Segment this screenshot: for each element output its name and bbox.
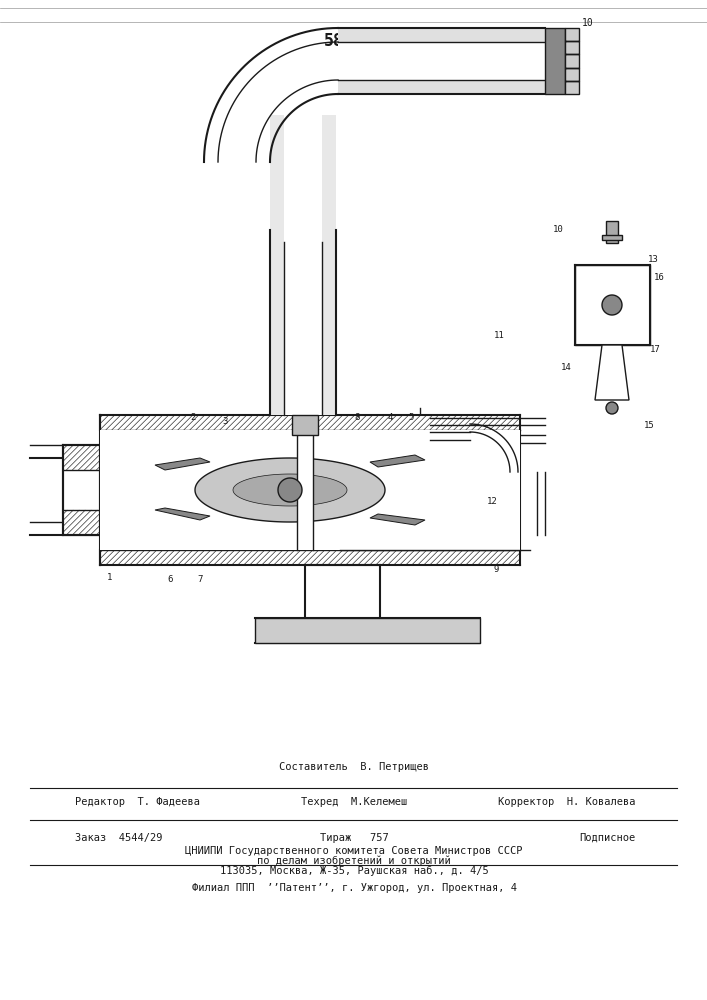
Polygon shape (595, 345, 629, 400)
Circle shape (602, 295, 622, 315)
Bar (606, 221, 618, 243)
Bar (100, 550, 520, 565)
Text: 10: 10 (582, 18, 594, 28)
Bar (255, 618, 480, 643)
Bar (322, 115, 336, 415)
Text: 11: 11 (494, 330, 505, 340)
Polygon shape (278, 478, 302, 502)
Bar (575, 265, 650, 345)
Bar (338, 42, 545, 80)
Text: Корректор  Н. Ковалева: Корректор Н. Ковалева (498, 797, 635, 807)
Polygon shape (233, 474, 347, 506)
Text: 2: 2 (190, 414, 195, 422)
Text: Филиал ППП  ’’Патент’’, г. Ужгород, ул. Проектная, 4: Филиал ППП ’’Патент’’, г. Ужгород, ул. П… (192, 883, 517, 893)
Polygon shape (195, 458, 385, 522)
Text: Техред  М.Келемеш: Техред М.Келемеш (301, 797, 407, 807)
Text: 4: 4 (388, 414, 393, 422)
Bar (338, 80, 545, 94)
Bar (270, 115, 284, 415)
Text: 16: 16 (654, 273, 665, 282)
Bar (100, 415, 520, 430)
Text: 13: 13 (648, 254, 659, 263)
Bar (297, 430, 313, 550)
Text: 12: 12 (487, 497, 498, 506)
Text: 15: 15 (644, 422, 655, 430)
Bar (602, 235, 622, 240)
Text: 10: 10 (553, 225, 563, 233)
Bar (545, 28, 565, 94)
Bar (63, 445, 100, 535)
Text: по делам изобретений и открытий: по делам изобретений и открытий (257, 856, 451, 866)
Text: Составитель  В. Петрищев: Составитель В. Петрищев (279, 762, 429, 772)
Text: 5: 5 (408, 414, 414, 422)
Bar (338, 28, 545, 42)
Text: 14: 14 (561, 363, 572, 372)
Polygon shape (565, 28, 579, 94)
Bar (284, 115, 322, 415)
Polygon shape (370, 455, 425, 467)
Text: Подписное: Подписное (579, 833, 635, 843)
Polygon shape (370, 514, 425, 525)
Text: 6: 6 (167, 574, 173, 584)
Text: 1: 1 (107, 572, 112, 582)
Bar (292, 415, 318, 435)
Text: 9: 9 (493, 566, 498, 574)
Bar (100, 430, 520, 550)
Text: 7: 7 (197, 574, 202, 584)
Text: 113035, Москва, Ж-35, Раушская наб., д. 4/5: 113035, Москва, Ж-35, Раушская наб., д. … (220, 866, 489, 876)
Text: Заказ  4544/29: Заказ 4544/29 (75, 833, 163, 843)
Text: 3: 3 (222, 418, 228, 426)
Circle shape (606, 402, 618, 414)
Text: Редактор  Т. Фадеева: Редактор Т. Фадеева (75, 797, 200, 807)
Polygon shape (155, 508, 210, 520)
Text: 17: 17 (650, 346, 661, 355)
Polygon shape (155, 458, 210, 470)
Text: 8: 8 (354, 414, 359, 422)
Text: ЦНИИПИ Государственного комитета Совета Министров СССР: ЦНИИПИ Государственного комитета Совета … (185, 846, 522, 856)
Text: 581303: 581303 (324, 32, 384, 50)
Text: Тираж   757: Тираж 757 (320, 833, 388, 843)
